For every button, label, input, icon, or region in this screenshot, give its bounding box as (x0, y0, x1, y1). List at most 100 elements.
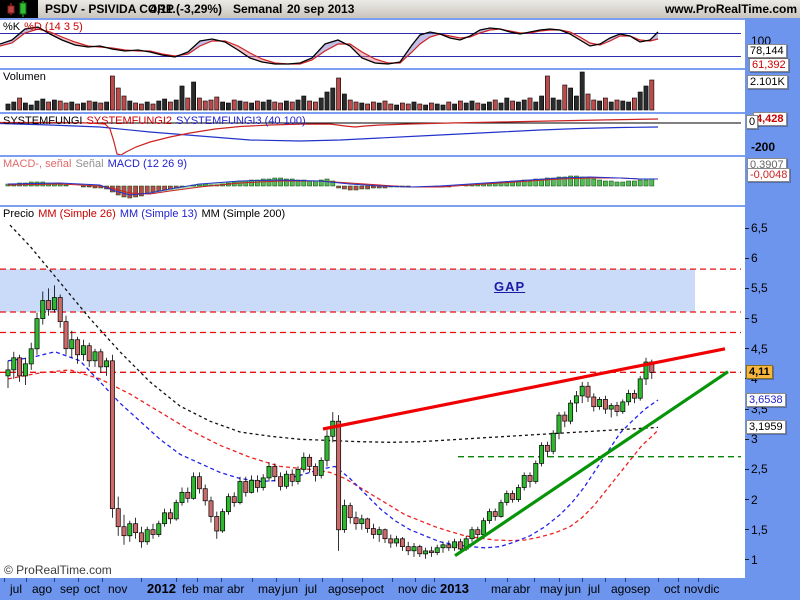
axis-month-label: abr (513, 582, 531, 596)
mm26-label[interactable]: MM (Simple 26) (38, 208, 116, 220)
axis-tick (605, 578, 606, 582)
axis-month-label: jun (565, 582, 582, 596)
axis-tick (362, 578, 363, 582)
scale-tick (745, 287, 749, 289)
candlestick-chart-icon (0, 0, 38, 18)
stoch-d-value-box: 61,392 (749, 58, 789, 72)
systemfungi-red-value-box: 4,428 (753, 112, 787, 126)
timeframe-label: Semanal (233, 2, 283, 16)
systemfungi-labels[interactable]: SYSTEMFUNGI SYSTEMFUNGI2 SYSTEMFUNGI3 (40 … (3, 115, 310, 127)
panel-separator[interactable] (0, 68, 745, 70)
price-scale-column[interactable]: 100 61,392 78,144 0 0 2.101K 4,428 0 -20… (745, 18, 800, 578)
copyright-watermark: © ProRealTime.com (4, 563, 112, 577)
axis-tick (485, 578, 486, 582)
panel-separator (0, 18, 745, 20)
scale-tick (745, 559, 749, 561)
macd-settings-label[interactable]: MACD (12 26 9) (107, 158, 188, 170)
price-scale-label: 5 (751, 311, 758, 326)
axis-tick (221, 578, 222, 582)
systemfungi-scale-low: -200 (751, 140, 776, 154)
price-scale-label: 6 (751, 251, 758, 266)
axis-tick (507, 578, 508, 582)
macd-plot[interactable] (0, 157, 745, 205)
axis-month-label: abr (227, 582, 245, 596)
volume-panel: Volumen (0, 70, 745, 112)
price-scale-label: 2,5 (751, 462, 768, 477)
systemfungi-plot[interactable] (0, 114, 745, 155)
axis-tick (415, 578, 416, 582)
volume-plot[interactable] (0, 70, 745, 112)
systemfungi3-label[interactable]: SYSTEMFUNGI3 (40 100) (176, 115, 306, 127)
axis-tick (559, 578, 560, 582)
axis-tick (176, 578, 177, 582)
senal-label[interactable]: Señal (75, 158, 104, 170)
volume-label[interactable]: Volumen (3, 71, 46, 83)
scale-tick (745, 348, 749, 350)
axis-month-label: jun (282, 582, 299, 596)
axis-month-label: sep (60, 582, 80, 596)
axis-month-label: oct (664, 582, 681, 596)
systemfungi-zero-box: 0 (746, 115, 759, 129)
stochastic-label[interactable]: %K %D (14 3 5) (3, 21, 87, 33)
axis-tick (78, 578, 79, 582)
last-price-box: 4,11 (746, 365, 773, 380)
systemfungi1-label[interactable]: SYSTEMFUNGI (3, 115, 83, 127)
scale-tick (745, 499, 749, 501)
axis-tick (698, 578, 699, 582)
ma200-value-box: 3,1959 (746, 420, 786, 435)
stoch-k-label[interactable]: %K (3, 21, 21, 33)
axis-tick (392, 578, 393, 582)
precio-label[interactable]: Precio (3, 208, 35, 220)
stochastic-plot[interactable] (0, 20, 745, 68)
price-scale-label: 3 (751, 432, 758, 447)
axis-month-label: may (258, 582, 281, 596)
mm13-label[interactable]: MM (Simple 13) (119, 208, 198, 220)
panel-separator[interactable] (0, 112, 745, 114)
axis-month-label: mar (491, 582, 512, 596)
mm200-label[interactable]: MM (Simple 200) (201, 208, 286, 220)
macd-labels[interactable]: MACD-, señal Señal MACD (12 26 9) (3, 158, 191, 170)
candles-glyph (7, 1, 27, 17)
axis-tick (252, 578, 253, 582)
price-scale-label: 6,5 (751, 221, 768, 236)
panel-separator[interactable] (0, 155, 745, 157)
axis-tick (102, 578, 103, 582)
scale-tick (745, 318, 749, 320)
site-label: www.ProRealTime.com (664, 2, 797, 16)
axis-month-label: jul (588, 582, 601, 596)
price-scale-label: 1 (751, 552, 758, 567)
macd-panel: MACD-, señal Señal MACD (12 26 9) (0, 157, 745, 205)
axis-month-label: mar (203, 582, 224, 596)
axis-year-label: 2013 (440, 581, 469, 596)
axis-month-label: nov (684, 582, 704, 596)
title-bar: PSDV - PSIVIDA CORP. 4,11 (-3,29%) Seman… (0, 0, 800, 19)
gap-annotation-label[interactable]: GAP (494, 279, 526, 294)
axis-month-label: dic (421, 582, 437, 596)
price-labels[interactable]: Precio MM (Simple 26) MM (Simple 13) MM (Si… (3, 208, 289, 220)
scale-tick (745, 408, 749, 410)
macd-senal-label[interactable]: MACD-, señal (3, 158, 72, 170)
axis-tick (678, 578, 679, 582)
axis-month-label: ago (611, 582, 632, 596)
axis-tick (625, 578, 626, 582)
stoch-d-label[interactable]: %D (14 3 5) (24, 21, 83, 33)
stochastic-panel: %K %D (14 3 5) (0, 20, 745, 68)
scale-tick (745, 529, 749, 531)
axis-month-label: sep (631, 582, 651, 596)
scale-tick (745, 257, 749, 259)
axis-tick (276, 578, 277, 582)
axis-tick (54, 578, 55, 582)
stoch-k-value-box: 78,144 (747, 44, 787, 58)
systemfungi-panel: SYSTEMFUNGI SYSTEMFUNGI2 SYSTEMFUNGI3 (40 … (0, 114, 745, 155)
time-axis[interactable]: jul ago sep oct nov 2012 feb mar abr may jun jul ago… (0, 578, 800, 600)
price-scale-label: 2 (751, 492, 758, 507)
axis-tick (197, 578, 198, 582)
price-plot[interactable] (0, 207, 745, 578)
price-scale-label: 4,5 (751, 341, 768, 356)
axis-month-label: nov (108, 582, 128, 596)
systemfungi2-label[interactable]: SYSTEMFUNGI2 (86, 115, 173, 127)
panel-separator[interactable] (0, 205, 745, 207)
axis-month-label: oct (84, 582, 101, 596)
axis-tick (322, 578, 323, 582)
